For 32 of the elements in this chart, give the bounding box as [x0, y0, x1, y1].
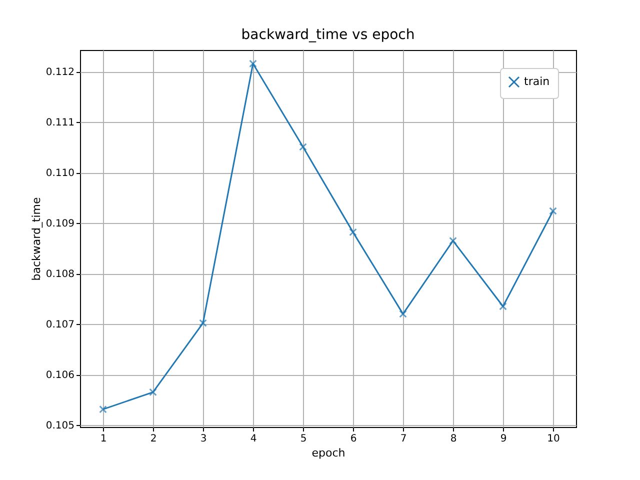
x-tick-label: 8 [450, 434, 457, 444]
y-axis-title: backward_time [30, 197, 43, 281]
chart-title: backward_time vs epoch [241, 27, 415, 43]
y-tick-label: 0.108 [46, 269, 74, 280]
y-tick-label: 0.111 [46, 118, 74, 129]
legend-label: train [524, 75, 550, 88]
x-axis-title: epoch [312, 446, 346, 460]
point [99, 405, 107, 414]
y-tick-label: 0.107 [46, 320, 74, 331]
y-tick-label: 0.110 [46, 168, 74, 180]
x-tick-label: 5 [300, 434, 307, 444]
x-tick-label: 9 [500, 434, 507, 444]
point [499, 302, 507, 310]
x-tick-label: 4 [250, 434, 257, 444]
point [349, 228, 357, 236]
point [399, 310, 407, 318]
y-tick-label: 0.109 [46, 218, 74, 230]
y-tick-label: 0.106 [46, 370, 74, 382]
x-tick-label: 2 [150, 434, 157, 444]
x-tick-label: 3 [200, 434, 207, 444]
point [299, 142, 307, 151]
point [449, 236, 457, 245]
x-tick-label: 6 [350, 434, 357, 444]
x-tick-label: 1 [100, 434, 107, 444]
y-tick-label: 0.105 [46, 420, 74, 432]
point [149, 388, 157, 396]
x-tick-label: 10 [547, 434, 560, 444]
point [249, 60, 257, 68]
x-tick-label: 7 [400, 434, 407, 444]
point [199, 319, 207, 327]
y-tick-label: 0.112 [46, 67, 74, 78]
point [549, 207, 557, 215]
